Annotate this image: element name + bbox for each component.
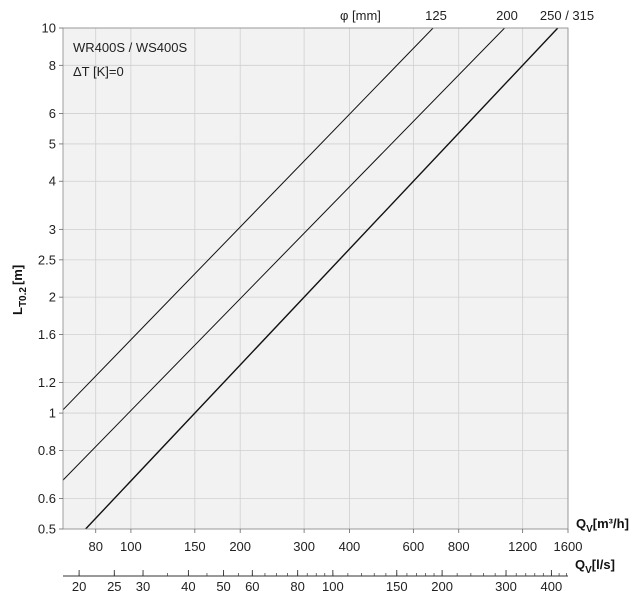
series-labels: 125 200 250 / 315 (425, 8, 594, 23)
x-tick-labels: 80 100 150 200 300 400 600 800 1200 1600 (88, 529, 582, 554)
x-axis-title: QV[m³/h] (576, 516, 629, 535)
plot-area (63, 28, 568, 529)
secondary-tick-label-4: 50 (216, 579, 230, 591)
x-axis-title-main: Q (576, 516, 586, 531)
y-tick-label-9: 4 (49, 174, 56, 189)
secondary-tick-label-3: 40 (181, 579, 195, 591)
y-tick-label-13: 10 (42, 21, 56, 36)
series-lines (63, 28, 559, 529)
secondary-tick-label-9: 200 (431, 579, 453, 591)
x-tick-label-2: 150 (184, 539, 206, 554)
y-axis-title-main: L (10, 307, 25, 315)
y-tick-label-8: 3 (49, 222, 56, 237)
y-axis-title: LT0.2 [m] (10, 265, 29, 315)
secondary-x-axis-title-main: Q (575, 557, 585, 572)
x-tick-label-0: 80 (88, 539, 102, 554)
y-tick-label-0: 0.5 (38, 522, 56, 537)
x-axis-title-unit: [m³/h] (593, 516, 629, 531)
secondary-tick-label-11: 400 (541, 579, 563, 591)
secondary-tick-label-0: 20 (72, 579, 86, 591)
series-label-0: 125 (425, 8, 447, 23)
x-tick-label-9: 1600 (554, 539, 583, 554)
series-line-2 (85, 28, 559, 529)
secondary-tick-label-5: 60 (245, 579, 259, 591)
y-tick-label-1: 0.6 (38, 491, 56, 506)
y-axis-title-unit: [m] (10, 265, 25, 285)
secondary-tick-label-6: 80 (290, 579, 304, 591)
x-tick-label-8: 1200 (508, 539, 537, 554)
series-label-1: 200 (496, 8, 518, 23)
secondary-x-axis-title-sub: V (585, 565, 592, 576)
series-line-1 (63, 28, 505, 481)
top-axis-label: φ [mm] (340, 8, 381, 23)
series-line-0 (63, 28, 434, 411)
x-tick-label-1: 100 (120, 539, 142, 554)
x-tick-label-6: 600 (403, 539, 425, 554)
y-tick-label-7: 2.5 (38, 252, 56, 267)
x-axis-title-sub: V (586, 524, 593, 535)
secondary-tick-label-10: 300 (495, 579, 517, 591)
x-tick-label-5: 400 (339, 539, 361, 554)
secondary-x-axis-title-unit: [l/s] (592, 557, 615, 572)
secondary-tick-label-7: 100 (322, 579, 344, 591)
y-tick-labels: 0.5 0.6 0.8 1 1.2 1.6 2 2.5 3 4 5 6 8 10 (38, 21, 63, 537)
secondary-tick-label-8: 150 (386, 579, 408, 591)
y-tick-label-6: 2 (49, 290, 56, 305)
x-tick-label-7: 800 (448, 539, 470, 554)
chart-title-line-1: WR400S / WS400S (73, 40, 187, 55)
series-label-2: 250 / 315 (540, 8, 594, 23)
y-tick-label-5: 1.6 (38, 327, 56, 342)
y-tick-label-2: 0.8 (38, 443, 56, 458)
y-tick-label-12: 8 (49, 58, 56, 73)
chart-title-line-2: ΔT [K]=0 (73, 64, 124, 79)
secondary-tick-label-2: 30 (136, 579, 150, 591)
y-axis-title-sub: T0.2 (18, 287, 29, 307)
y-tick-label-4: 1.2 (38, 375, 56, 390)
y-tick-label-3: 1 (49, 406, 56, 421)
secondary-tick-label-1: 25 (107, 579, 121, 591)
secondary-x-axis: 20 25 30 40 50 60 80 100 150 200 300 400 (63, 570, 568, 591)
plot-frame (62, 27, 569, 530)
x-tick-label-3: 200 (229, 539, 251, 554)
x-tick-label-4: 300 (293, 539, 315, 554)
secondary-x-axis-title: QV[l/s] (575, 557, 615, 576)
y-tick-label-10: 5 (49, 136, 56, 151)
y-tick-label-11: 6 (49, 106, 56, 121)
